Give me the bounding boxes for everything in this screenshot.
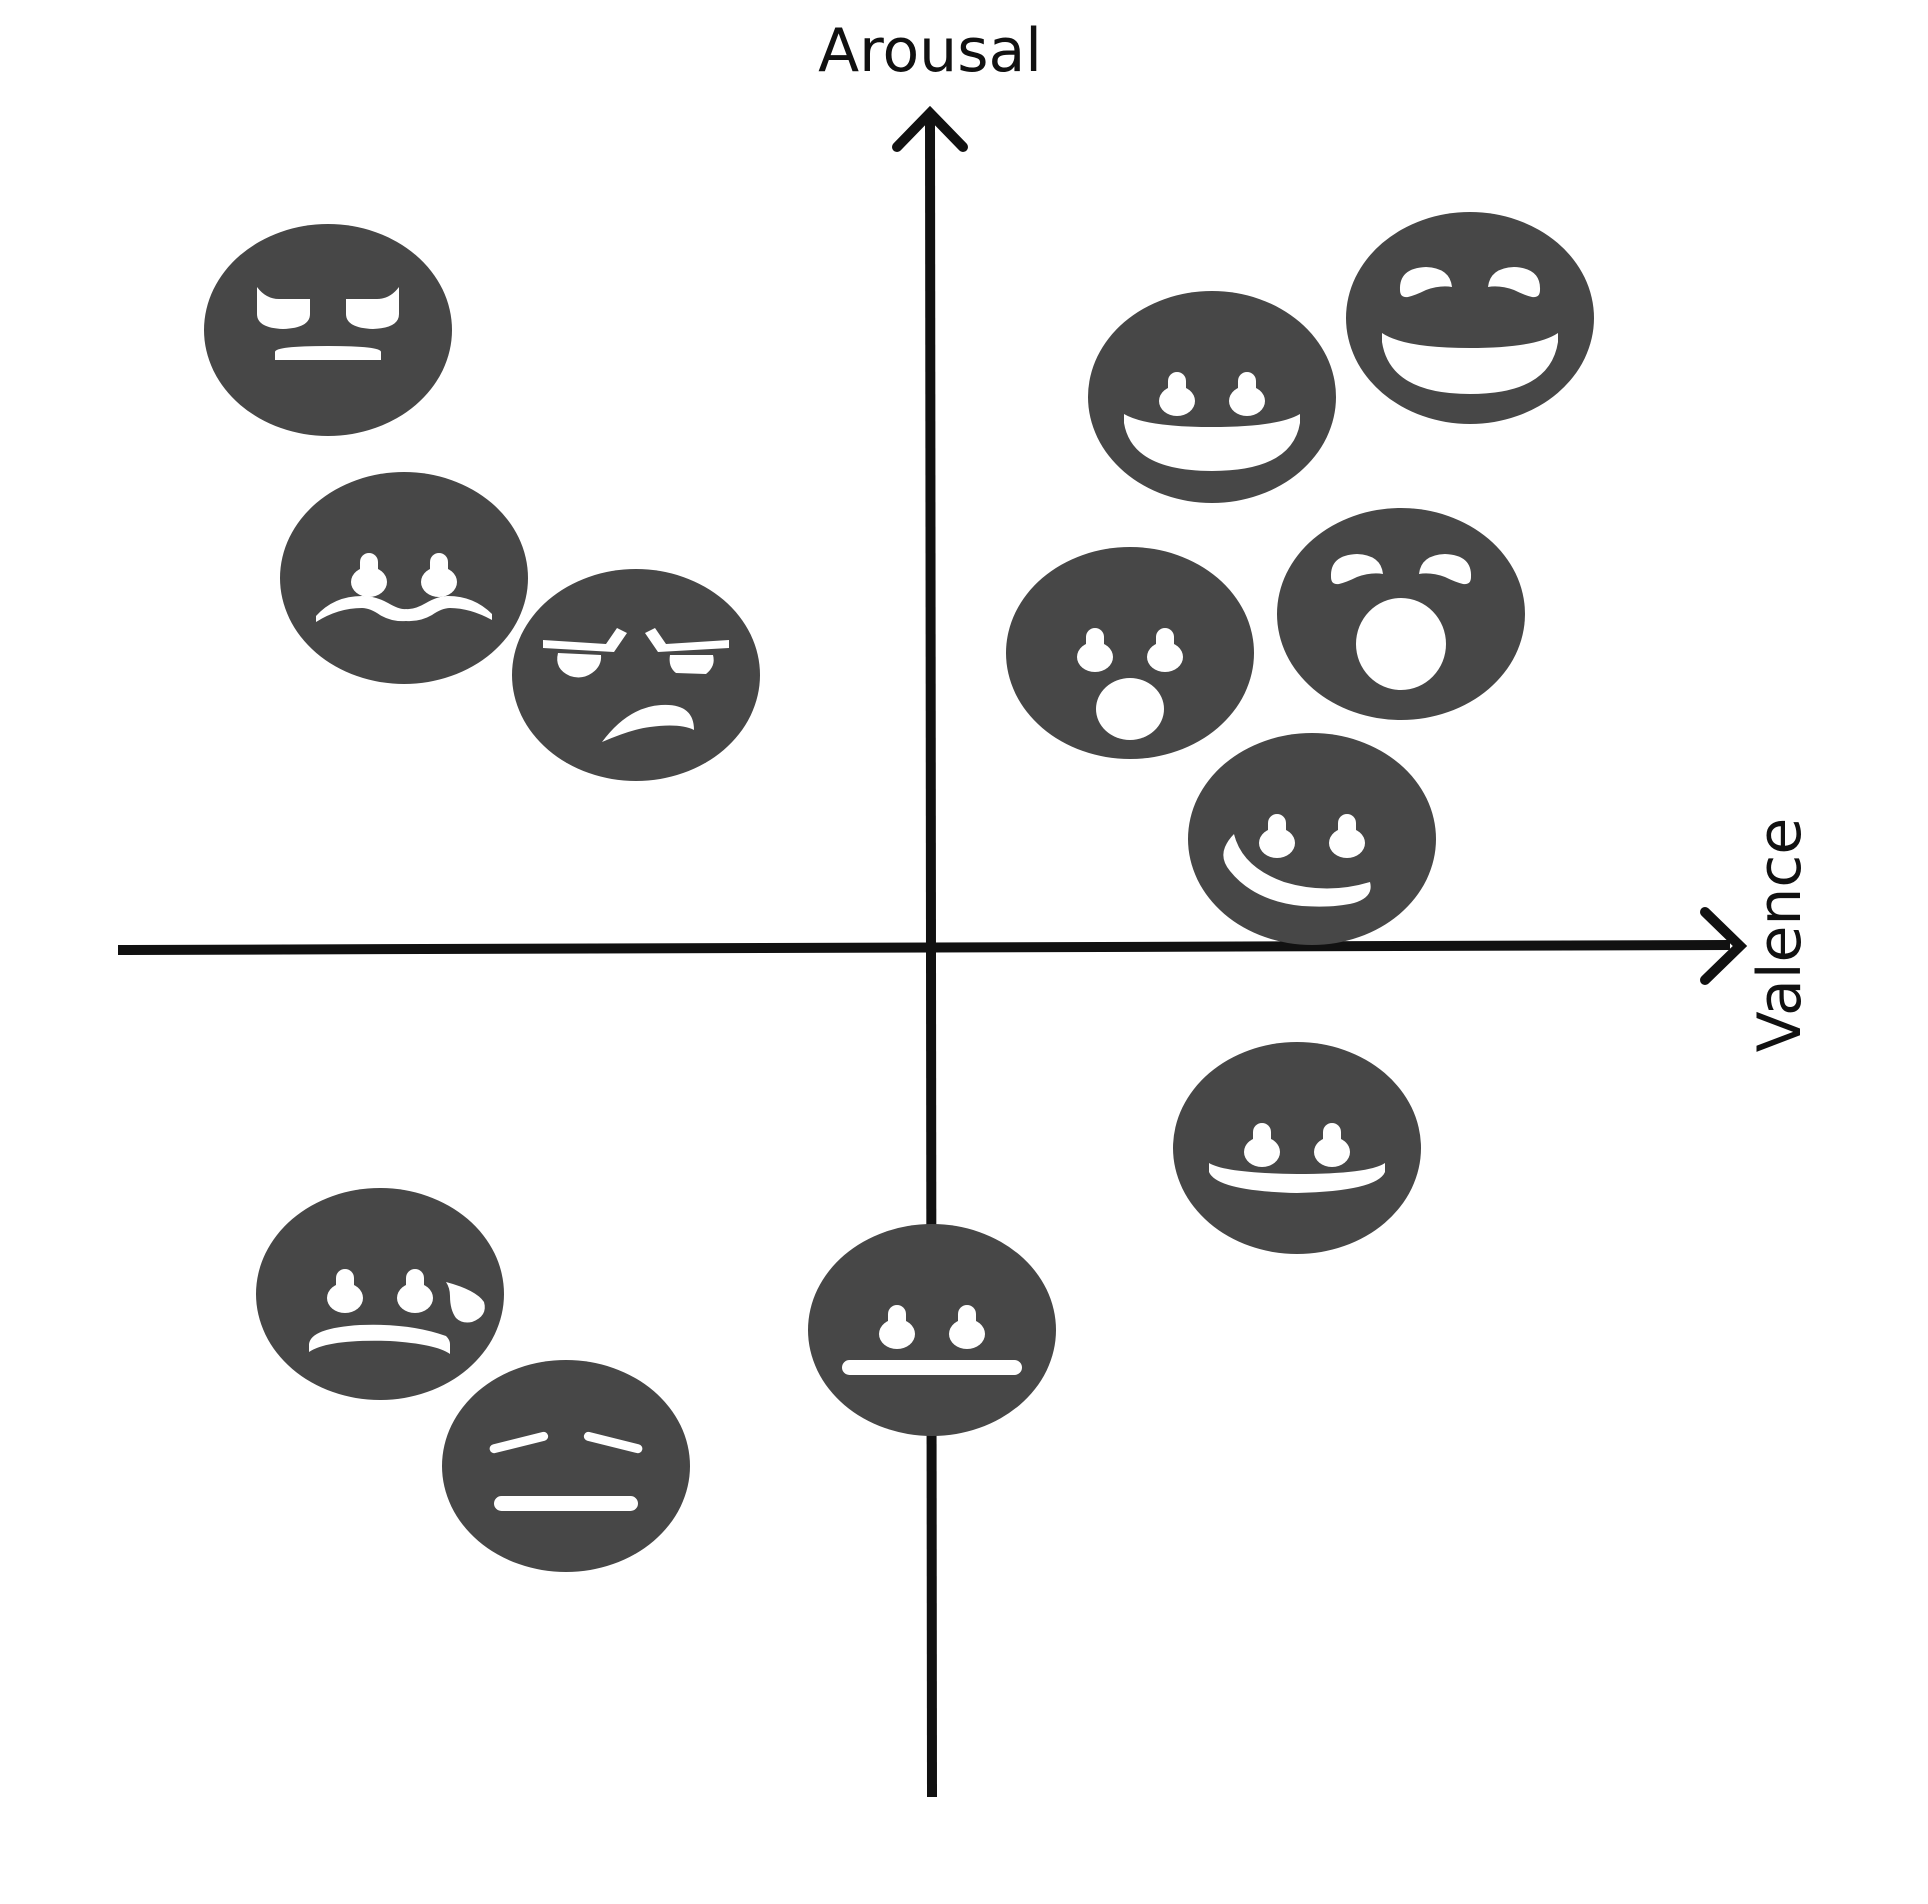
tired-face-icon [442,1360,690,1572]
y-axis-arrowhead [892,105,968,152]
x-axis-arrowhead [1700,907,1748,985]
neutral-face-icon [808,1224,1056,1436]
sad-face-icon [256,1188,504,1400]
worried-face-icon [280,472,528,684]
arousal-axis-label: Arousal [818,16,1042,86]
axes [117,105,1748,1798]
astonished-face-icon [1277,508,1525,720]
pleased-face-icon [1188,733,1436,945]
x-axis-line [117,940,1731,955]
content-face-icon [1173,1042,1421,1254]
delighted-face-icon [1346,212,1594,424]
happy-face-icon [1088,291,1336,503]
valence-axis-label: Valence [1745,818,1815,1053]
faces [204,212,1594,1572]
frustrated-face-icon [512,569,760,781]
angry-face-icon [204,224,452,436]
surprised-face-icon [1006,547,1254,759]
y-axis-line [925,117,937,1798]
